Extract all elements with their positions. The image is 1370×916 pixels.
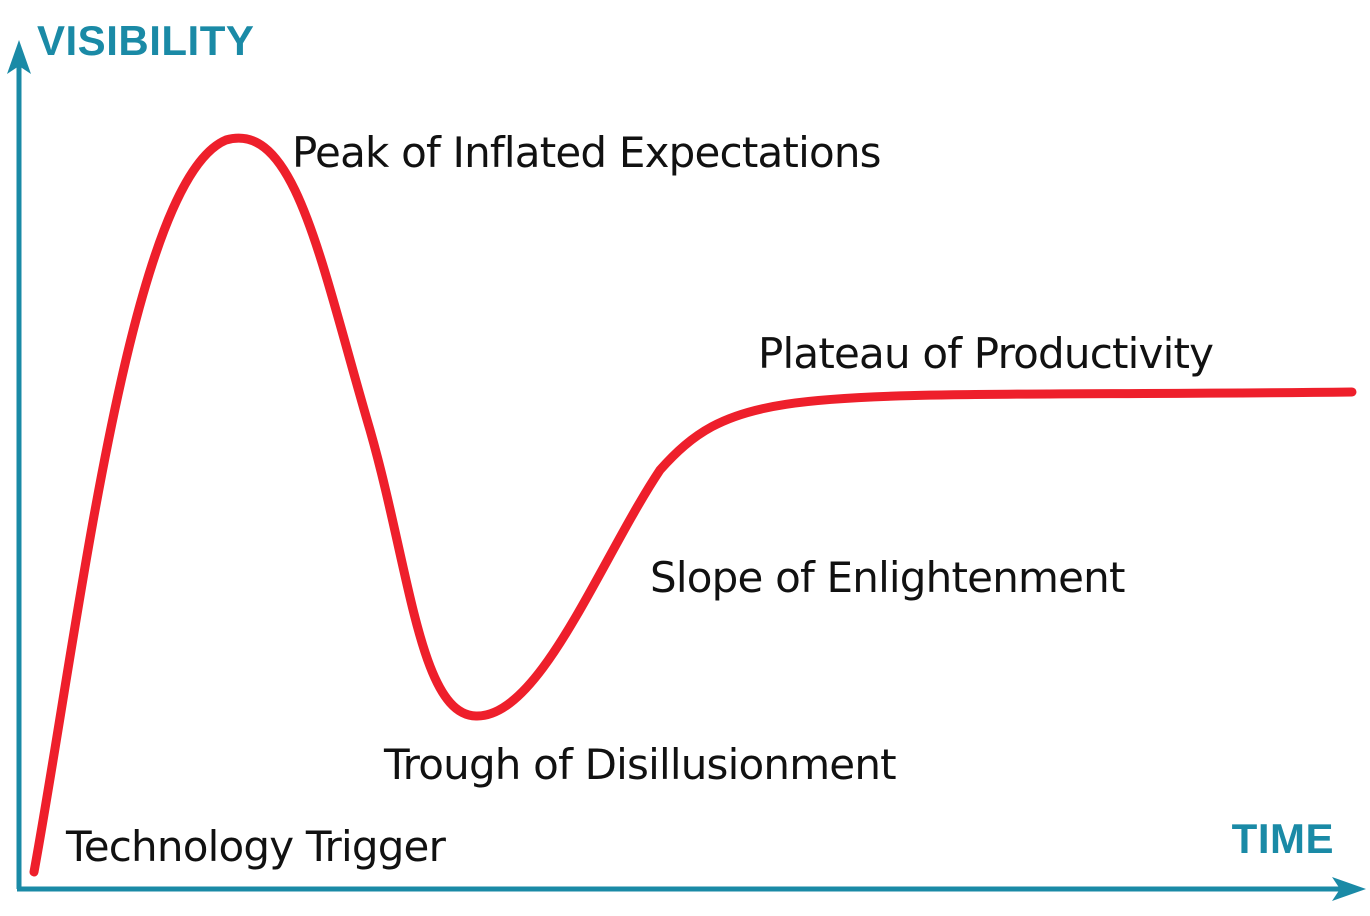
phase-label-slope-of-enlightenment: Slope of Enlightenment: [650, 553, 1125, 602]
y-axis-arrowhead: [7, 40, 31, 74]
phase-label-technology-trigger: Technology Trigger: [65, 822, 447, 871]
x-axis-arrowhead: [1332, 877, 1366, 901]
phase-label-plateau-of-productivity: Plateau of Productivity: [758, 329, 1213, 378]
phase-label-peak-of-inflated-expectations: Peak of Inflated Expectations: [292, 128, 881, 177]
x-axis-title: TIME: [1232, 815, 1334, 862]
phase-label-trough-of-disillusionment: Trough of Disillusionment: [383, 740, 896, 789]
hype-curve: [29, 133, 1357, 877]
y-axis-title: VISIBILITY: [37, 17, 254, 64]
